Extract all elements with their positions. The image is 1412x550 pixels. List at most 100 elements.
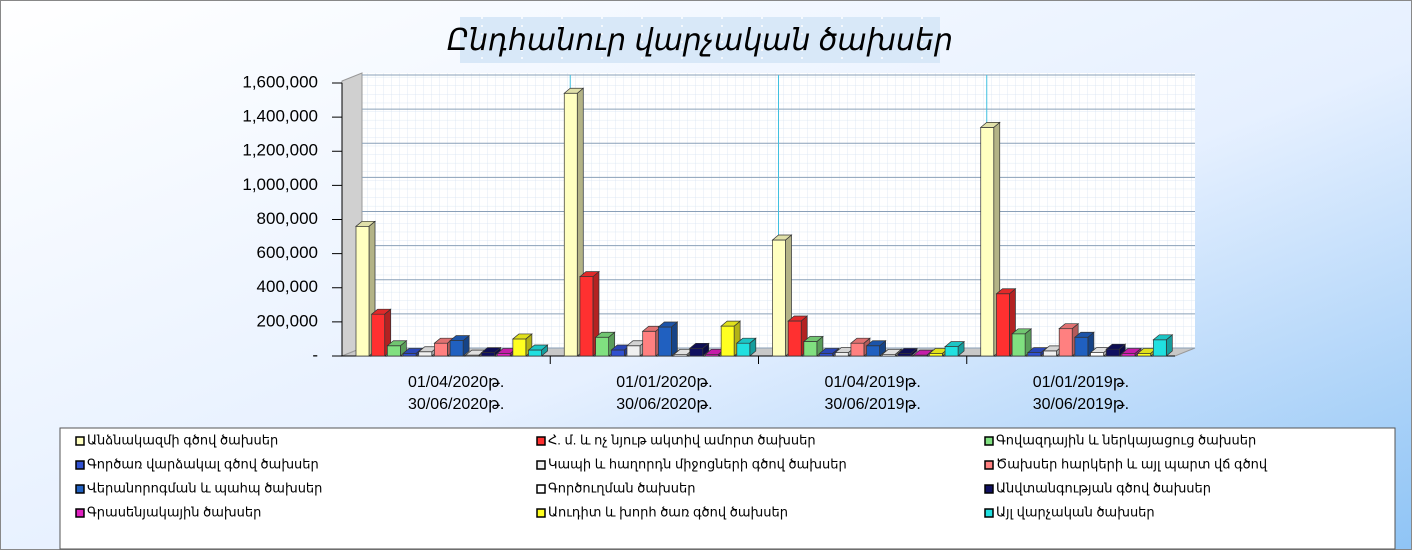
y-tick-label: - (312, 345, 318, 364)
bar-top (787, 315, 809, 322)
legend-label: Անվտանգության գծով ծախսեր (996, 480, 1211, 495)
legend-swatch (984, 484, 994, 494)
bar (579, 276, 594, 357)
bar-top (881, 348, 903, 355)
bar-top (1073, 331, 1095, 338)
bar-top (802, 336, 824, 342)
bar (787, 320, 802, 357)
bar (929, 353, 943, 357)
x-tick-label: 30/06/2019թ. (824, 396, 920, 413)
legend-swatch (75, 508, 85, 518)
bar (720, 325, 735, 357)
legend-label: Գործառ վարձակալ գծով ծախսեր (87, 456, 319, 471)
bar-top (449, 335, 471, 341)
y-tick-label: 1,400,000 (242, 107, 318, 126)
x-tick-label: 30/06/2020թ. (616, 396, 712, 413)
bar (1058, 328, 1073, 357)
bar-top (995, 288, 1017, 295)
y-tick-label: 1,200,000 (242, 141, 318, 160)
bar-top (1058, 323, 1080, 330)
bar (449, 340, 464, 357)
legend-label: Ծախսեր հարկերի և այլ պարտ վճ գծով (996, 456, 1268, 471)
title-box (460, 17, 940, 63)
bar (866, 345, 880, 357)
bar (512, 338, 527, 357)
bar (626, 345, 641, 357)
legend-swatch (536, 460, 546, 470)
bar-top (511, 333, 533, 340)
bar (481, 352, 495, 357)
legend-swatch (536, 436, 546, 446)
x-tick-label: 30/06/2020թ. (408, 396, 504, 413)
bar-top (912, 349, 934, 356)
bar (658, 326, 672, 357)
bar (803, 341, 818, 357)
bar (897, 353, 912, 357)
bar (689, 347, 704, 357)
bar-top (578, 271, 600, 278)
x-tick-label: 01/01/2019թ. (1033, 374, 1129, 391)
legend-swatch (984, 460, 994, 470)
bar-top (1152, 334, 1174, 341)
bar (563, 92, 578, 357)
legend-label: Կապի և հաղորդն միջոցների գծով ծախսեր (548, 456, 847, 471)
legend-swatch (984, 436, 994, 446)
bar (996, 293, 1010, 357)
legend-swatch (984, 508, 994, 518)
legend-label: Աուդիտ և խորհ ծառ գծով ծախսեր (548, 504, 788, 519)
bar-top (386, 340, 408, 347)
bar (1121, 353, 1136, 357)
bar (434, 342, 448, 357)
bar-top (979, 122, 1001, 128)
bar (402, 353, 417, 357)
bar (1152, 339, 1167, 357)
bar (642, 330, 657, 357)
legend-label: Գործուղման ծախսեր (548, 480, 695, 495)
bar-top (480, 347, 502, 353)
legend-label: Անձնակազմի գծով ծախսեր (87, 432, 278, 447)
legend-swatch (75, 460, 85, 470)
bar-top (720, 320, 742, 327)
legend-swatch (536, 484, 546, 494)
bar (1105, 348, 1120, 357)
legend-label: Գովազդային և ներկայացուց ծախսեր (996, 432, 1256, 447)
bar (610, 349, 625, 357)
y-tick-label: 1,600,000 (242, 72, 318, 91)
bar-side (671, 321, 678, 357)
bar (1043, 350, 1057, 357)
x-tick-label: 30/06/2019թ. (1033, 396, 1129, 413)
x-tick-label: 01/04/2020թ. (408, 374, 504, 391)
bar (1074, 336, 1089, 357)
y-tick-label: 800,000 (257, 209, 318, 228)
legend-label: Հ. մ. և ոչ նյութ ակտիվ ամորտ ծախսեր (548, 432, 816, 447)
bar (496, 353, 511, 357)
bar-top (594, 331, 616, 338)
bar-top (865, 340, 887, 347)
bar-top (1026, 347, 1048, 353)
x-tick-label: 01/04/2019թ. (824, 374, 920, 391)
legend-swatch (75, 436, 85, 446)
bar (595, 336, 609, 357)
bar-top (1120, 348, 1142, 354)
bar-top (1105, 343, 1127, 350)
bar (834, 352, 849, 357)
bar (736, 342, 751, 357)
bar (387, 345, 401, 357)
bar (1027, 352, 1042, 357)
bar-top (1011, 328, 1033, 335)
legend-label: Վերանորոգման և պահպ ծախսեր (87, 480, 322, 495)
x-tick-label: 01/01/2020թ. (616, 374, 712, 391)
bar (850, 342, 865, 357)
chart-title: Ընդհանուր վարչական ծախսեր (447, 24, 953, 57)
bar (980, 127, 995, 357)
legend-swatch (536, 508, 546, 518)
bar (819, 353, 833, 357)
y-tick-label: 400,000 (257, 277, 318, 296)
bar (772, 239, 786, 357)
bar (418, 351, 433, 357)
y-tick-label: 200,000 (257, 311, 318, 330)
legend-label: Գրասենյակային ծախսեր (87, 504, 261, 519)
bar (944, 346, 959, 357)
legend-label: Այլ վարչական ծախսեր (996, 504, 1155, 519)
